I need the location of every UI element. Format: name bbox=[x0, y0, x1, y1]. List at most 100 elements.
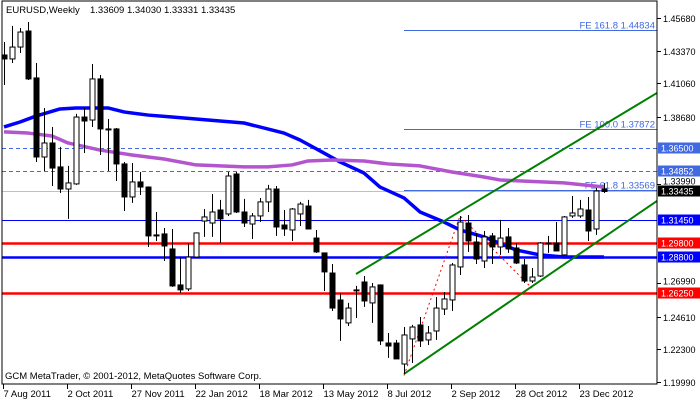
candle-body-bull bbox=[497, 237, 504, 248]
price-label-box bbox=[658, 142, 700, 154]
fibo-expansion[interactable]: FE 161.8 1.44834 FE 100.0 1.37872 FE 61.8 … bbox=[403, 21, 657, 376]
candle-body-bear bbox=[57, 166, 64, 190]
fibo-level-label: FE 161.8 1.44834 bbox=[579, 21, 655, 32]
candle bbox=[521, 259, 528, 283]
candle bbox=[249, 212, 256, 240]
copyright-text: GCM MetaTrader, © 2001-2012, MetaQuotes … bbox=[5, 371, 261, 382]
candle bbox=[601, 183, 608, 193]
date-tick-label: 22 Jan 2012 bbox=[196, 389, 248, 400]
candle-body-bear bbox=[281, 224, 288, 230]
candle bbox=[473, 232, 480, 264]
candle-body-bear bbox=[473, 241, 480, 260]
candle-body-bear bbox=[1, 54, 8, 60]
candle-body-bear bbox=[585, 209, 592, 232]
candle bbox=[345, 302, 352, 327]
candle-body-bull bbox=[297, 203, 304, 215]
candle bbox=[465, 214, 472, 252]
candle bbox=[241, 198, 248, 227]
candle bbox=[105, 119, 112, 172]
candle bbox=[449, 262, 456, 312]
price-label-box bbox=[658, 214, 700, 226]
candle-body-bull bbox=[561, 216, 568, 256]
date-tick-label: 2 Sep 2012 bbox=[452, 389, 501, 400]
candle-body-bull bbox=[17, 31, 24, 48]
candle-body-bear bbox=[145, 186, 152, 237]
date-tick-label: 2 Oct 2011 bbox=[68, 389, 114, 400]
candle bbox=[89, 64, 96, 127]
candle-body-bull bbox=[409, 326, 416, 340]
candle bbox=[145, 186, 152, 247]
candle bbox=[577, 199, 584, 218]
channel-line-0[interactable] bbox=[355, 92, 658, 275]
candle bbox=[257, 197, 264, 223]
date-tick-label: 27 Nov 2011 bbox=[132, 389, 185, 400]
fibo-path[interactable] bbox=[403, 215, 533, 376]
candle-body-bear bbox=[273, 188, 280, 228]
candle-body-bear bbox=[489, 235, 496, 248]
candle bbox=[385, 332, 392, 358]
candle-body-bear bbox=[521, 264, 528, 282]
candle bbox=[369, 282, 376, 323]
candle-body-bear bbox=[217, 209, 224, 220]
candle-body-bear bbox=[105, 128, 112, 131]
candle-body-bear bbox=[113, 128, 120, 165]
candle-body-bull bbox=[569, 212, 576, 217]
price-label-box bbox=[658, 251, 700, 263]
fibo-level-label: FE 100.0 1.37872 bbox=[579, 120, 655, 131]
candle-body-bull bbox=[481, 236, 488, 262]
candle bbox=[49, 126, 56, 187]
candle bbox=[121, 161, 128, 211]
candle-body-bull bbox=[225, 175, 232, 215]
candle bbox=[561, 215, 568, 256]
candle bbox=[361, 276, 368, 307]
candle bbox=[529, 267, 536, 283]
price-axis[interactable]: 1.36500 1.34852 1.33435 1.31450 1.29800 1.288… bbox=[657, 14, 700, 388]
candle bbox=[217, 199, 224, 244]
candle-body-bull bbox=[369, 286, 376, 304]
price-label-text: 1.34852 bbox=[661, 167, 694, 177]
candle bbox=[153, 211, 160, 242]
candle bbox=[321, 252, 328, 292]
date-tick-label: 28 Oct 2012 bbox=[516, 389, 568, 400]
price-label-text: 1.29800 bbox=[661, 239, 694, 249]
price-tick-label: 1.43370 bbox=[663, 47, 696, 57]
candle-body-bear bbox=[305, 205, 312, 230]
candle-body-bull bbox=[529, 276, 536, 282]
candle-body-bear bbox=[137, 181, 144, 188]
candle-body-bull bbox=[193, 232, 200, 258]
candle-body-bear bbox=[233, 173, 240, 213]
candle-body-bull bbox=[185, 256, 192, 290]
candle-body-bull bbox=[129, 181, 136, 198]
candle bbox=[33, 63, 40, 162]
candle-body-bull bbox=[433, 307, 440, 332]
candle-body-bull bbox=[537, 242, 544, 277]
candle bbox=[161, 227, 168, 261]
channel-lines[interactable] bbox=[355, 92, 658, 375]
candle bbox=[545, 235, 552, 253]
candle bbox=[513, 243, 520, 264]
candle-body-bear bbox=[385, 342, 392, 347]
candle bbox=[329, 263, 336, 312]
candle bbox=[305, 199, 312, 230]
date-tick-label: 18 Mar 2012 bbox=[260, 389, 313, 400]
candle bbox=[537, 242, 544, 278]
candle bbox=[65, 165, 72, 219]
candle bbox=[225, 172, 232, 216]
candle bbox=[593, 188, 600, 235]
candle bbox=[137, 172, 144, 195]
candle-body-bear bbox=[513, 247, 520, 264]
date-tick-label: 13 May 2012 bbox=[324, 389, 379, 400]
candle bbox=[313, 229, 320, 253]
candle bbox=[297, 201, 304, 226]
candle bbox=[457, 215, 464, 276]
candle-body-bull bbox=[425, 332, 432, 341]
candle bbox=[569, 195, 576, 218]
price-tick-label: 1.33990 bbox=[663, 177, 696, 187]
time-axis[interactable]: 7 Aug 2011 2 Oct 2011 27 Nov 2011 22 Jan 20… bbox=[3, 384, 634, 400]
price-tick-label: 1.45680 bbox=[663, 14, 696, 24]
candle bbox=[337, 293, 344, 341]
channel-line-1[interactable] bbox=[403, 200, 658, 375]
chart-title: EURUSD,Weekly bbox=[6, 5, 80, 16]
